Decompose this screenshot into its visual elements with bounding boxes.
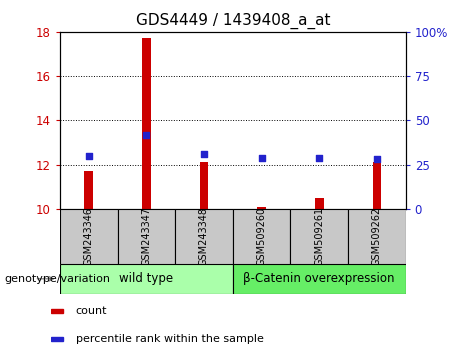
Text: count: count (76, 306, 107, 316)
Bar (315, 198, 324, 209)
Text: GSM243346: GSM243346 (84, 207, 94, 266)
Point (258, 155, 266, 160)
Point (373, 156, 381, 162)
Point (315, 155, 323, 160)
Text: genotype/variation: genotype/variation (5, 274, 111, 284)
Title: GDS4449 / 1439408_a_at: GDS4449 / 1439408_a_at (136, 13, 330, 29)
Bar (118, 209, 175, 264)
Bar (175, 209, 233, 264)
Bar (84, 171, 93, 209)
Bar (290, 209, 348, 264)
Text: GSM509260: GSM509260 (257, 207, 266, 266)
Text: GSM243347: GSM243347 (142, 207, 151, 266)
Bar (142, 39, 151, 209)
Bar (60, 264, 233, 294)
Point (85, 153, 92, 159)
Point (200, 151, 207, 157)
Text: GSM509262: GSM509262 (372, 207, 382, 266)
Bar (60, 209, 118, 264)
Bar (348, 209, 406, 264)
Bar (200, 162, 208, 209)
Text: GSM243348: GSM243348 (199, 207, 209, 266)
Text: β-Catenin overexpression: β-Catenin overexpression (243, 272, 395, 285)
Bar (51, 309, 63, 313)
Text: percentile rank within the sample: percentile rank within the sample (76, 334, 263, 344)
Bar (372, 162, 381, 209)
Bar (233, 209, 290, 264)
Text: GSM509261: GSM509261 (314, 207, 324, 266)
Bar (51, 337, 63, 341)
Text: wild type: wild type (119, 272, 173, 285)
Bar (257, 207, 266, 209)
Point (142, 132, 150, 137)
Bar (233, 264, 406, 294)
